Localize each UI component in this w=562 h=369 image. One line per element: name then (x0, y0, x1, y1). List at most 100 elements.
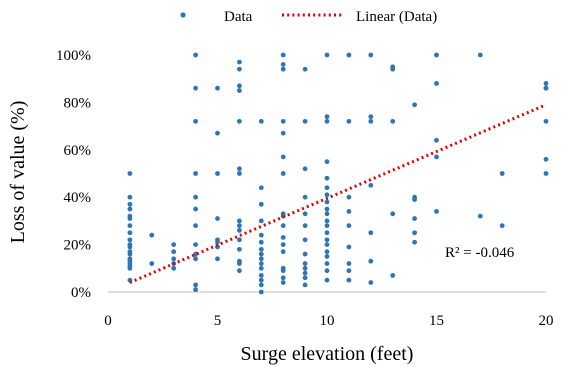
y-tick-label: 20% (64, 238, 92, 254)
data-point (302, 265, 308, 271)
data-point (324, 199, 330, 205)
data-point (368, 114, 374, 120)
data-point (324, 175, 330, 181)
data-point (477, 52, 483, 58)
data-point (237, 83, 242, 89)
data-point (237, 218, 242, 224)
data-point (258, 273, 264, 278)
data-point (412, 230, 417, 236)
data-point (477, 213, 483, 219)
data-point (237, 237, 242, 243)
data-point (258, 201, 264, 207)
data-point (237, 223, 242, 229)
x-tick-labels: 0 5 10 15 20 (104, 313, 553, 329)
data-point (127, 171, 133, 176)
data-point (324, 206, 330, 212)
data-point (434, 81, 439, 86)
legend-trend-label: Linear (Data) (356, 9, 437, 25)
data-point (368, 52, 374, 58)
data-point (412, 102, 417, 108)
data-point (237, 261, 242, 266)
x-tick-label: 15 (429, 313, 444, 329)
data-point (237, 171, 242, 176)
x-tick-label: 10 (320, 313, 335, 329)
data-point (127, 201, 133, 207)
y-tick-label: 60% (64, 143, 92, 159)
data-point (346, 277, 352, 283)
data-point (543, 156, 549, 162)
data-point (193, 171, 199, 176)
data-point (193, 242, 199, 248)
data-point (127, 223, 133, 229)
y-tick-label: 0% (71, 285, 91, 301)
y-tick-label: 80% (64, 95, 92, 111)
data-point (324, 159, 330, 165)
data-point (280, 52, 286, 58)
x-axis-title: Surge elevation (feet) (241, 343, 414, 365)
data-point (258, 265, 264, 271)
data-point (390, 273, 396, 278)
y-tick-labels: 0% 20% 40% 60% 80% 100% (56, 48, 91, 301)
data-point (368, 182, 374, 188)
data-point (127, 194, 133, 200)
data-point (434, 52, 439, 58)
data-point (127, 244, 133, 250)
data-point (368, 280, 374, 285)
data-point (543, 118, 549, 124)
data-point (280, 268, 286, 274)
data-point (324, 211, 330, 217)
data-point (127, 230, 133, 236)
y-axis-title: Loss of value (%) (7, 101, 29, 244)
data-point (237, 166, 242, 172)
data-point (171, 249, 177, 255)
data-point (302, 194, 308, 200)
legend: Data Linear (Data) (180, 9, 437, 25)
data-point (171, 256, 177, 262)
data-point (258, 289, 264, 295)
data-point (280, 66, 286, 72)
data-point (280, 130, 286, 136)
data-point (237, 66, 242, 72)
data-point (346, 209, 352, 214)
data-point (171, 265, 177, 271)
data-point (346, 52, 352, 58)
data-point (258, 251, 264, 257)
data-point (346, 194, 352, 200)
data-point (127, 237, 133, 243)
x-tick-label: 0 (104, 313, 112, 329)
data-point (324, 268, 330, 274)
data-point (543, 85, 549, 91)
data-point (193, 287, 199, 293)
data-point (127, 216, 133, 221)
data-point (302, 211, 308, 217)
data-point (193, 194, 199, 200)
data-point (258, 261, 264, 266)
data-point (215, 130, 220, 136)
data-point (324, 277, 330, 283)
y-tick-label: 40% (64, 190, 92, 206)
r-squared-annotation: R² = -0.046 (445, 245, 515, 261)
x-tick-label: 5 (214, 313, 222, 329)
data-point (215, 239, 220, 245)
data-point (543, 81, 549, 86)
data-point (434, 209, 439, 214)
legend-data-label: Data (224, 9, 253, 25)
data-point (280, 223, 286, 229)
data-point (237, 59, 242, 65)
data-point (346, 268, 352, 274)
data-point (280, 280, 286, 285)
data-point (346, 244, 352, 250)
data-point (149, 261, 155, 266)
data-point (434, 137, 439, 143)
data-point (215, 171, 220, 176)
data-point (193, 256, 199, 262)
data-point (368, 230, 374, 236)
data-point (302, 166, 308, 172)
data-point (302, 237, 308, 243)
data-point (346, 118, 352, 124)
data-point (258, 118, 264, 124)
data-point (324, 261, 330, 266)
data-point (368, 258, 374, 264)
data-point (346, 223, 352, 229)
